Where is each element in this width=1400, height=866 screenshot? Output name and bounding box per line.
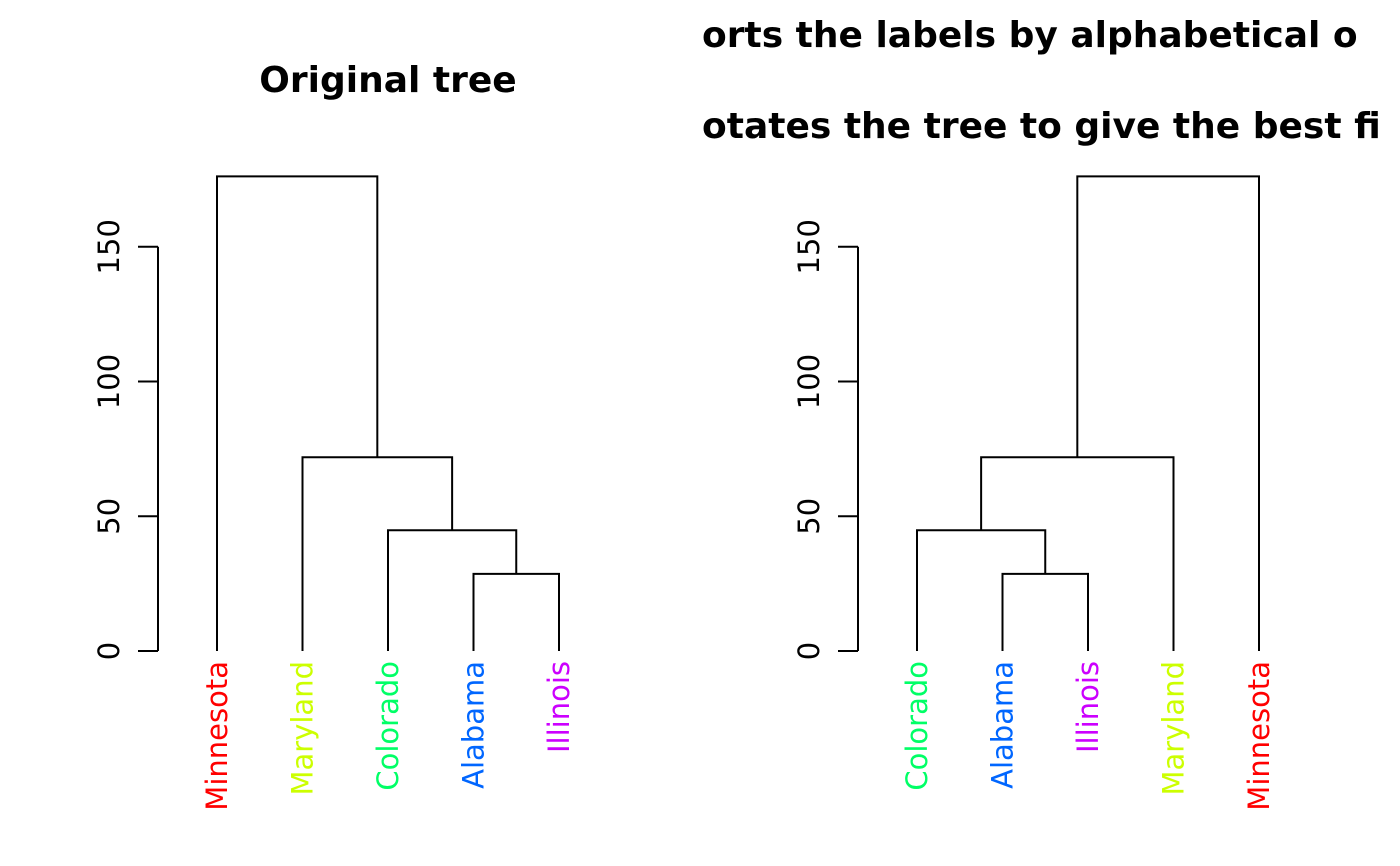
leaf-label: Maryland	[286, 661, 320, 796]
y-axis-tick-label: 50	[92, 498, 126, 535]
y-axis-tick-label: 100	[92, 354, 126, 409]
dendrogram-link	[980, 456, 1175, 651]
dendrogram-link	[472, 572, 560, 651]
y-axis-tick-label: 0	[92, 642, 126, 660]
y-axis-tick-label: 50	[792, 498, 826, 535]
leaf-label: Illinois	[1071, 661, 1105, 753]
y-axis-tick-label: 100	[792, 354, 826, 409]
rotated-tree-panel: orts the labels by alphabetical o otates …	[702, 15, 1381, 811]
chart-title-line: otates the tree to give the best fi	[702, 106, 1381, 147]
original-tree-panel: Original tree 0 50 100 150 Minnesota Maryland C…	[92, 60, 576, 811]
dendrogram-link	[216, 175, 379, 651]
leaf-label: Minnesota	[1242, 661, 1276, 811]
dendrogram-link	[916, 529, 1047, 651]
y-axis-tick-label: 0	[792, 642, 826, 660]
y-axis-tick-label: 150	[792, 219, 826, 274]
dendrogram-link	[1076, 175, 1260, 651]
chart-title-line: orts the labels by alphabetical o	[702, 15, 1358, 56]
chart-title: Original tree	[259, 60, 516, 101]
leaf-label: Colorado	[371, 661, 405, 791]
dendrogram-link	[1001, 572, 1089, 651]
leaf-label: Illinois	[542, 661, 576, 753]
dendrogram-link	[387, 529, 518, 651]
dendrogram-link	[301, 456, 454, 651]
leaf-label: Minnesota	[200, 661, 234, 811]
leaf-label: Colorado	[900, 661, 934, 791]
leaf-label: Alabama	[986, 661, 1020, 789]
leaf-label: Alabama	[457, 661, 491, 789]
leaf-label: Maryland	[1157, 661, 1191, 796]
y-axis-tick-label: 150	[92, 219, 126, 274]
